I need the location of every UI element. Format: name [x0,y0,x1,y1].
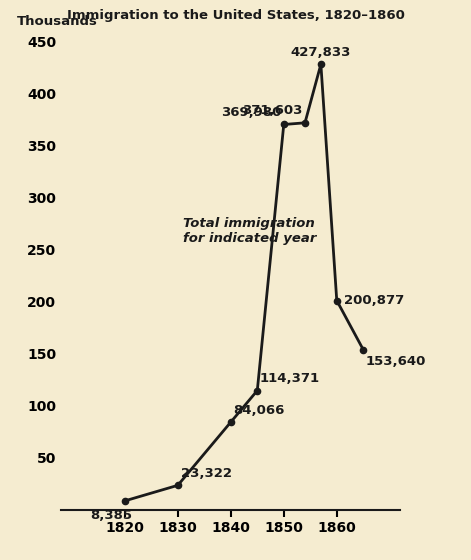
Text: 23,322: 23,322 [180,467,232,480]
Text: 8,385: 8,385 [90,509,132,522]
Text: 427,833: 427,833 [291,46,351,59]
Text: Total immigration
for indicated year: Total immigration for indicated year [183,217,317,245]
Text: 369,980: 369,980 [220,106,281,119]
Text: 200,877: 200,877 [344,294,404,307]
Text: Thousands: Thousands [17,16,98,29]
Text: 153,640: 153,640 [366,355,426,368]
Text: 371,603: 371,603 [242,104,302,117]
Text: 114,371: 114,371 [260,372,320,385]
Text: 84,066: 84,066 [234,404,285,417]
Text: Immigration to the United States, 1820–1860: Immigration to the United States, 1820–1… [66,9,405,22]
